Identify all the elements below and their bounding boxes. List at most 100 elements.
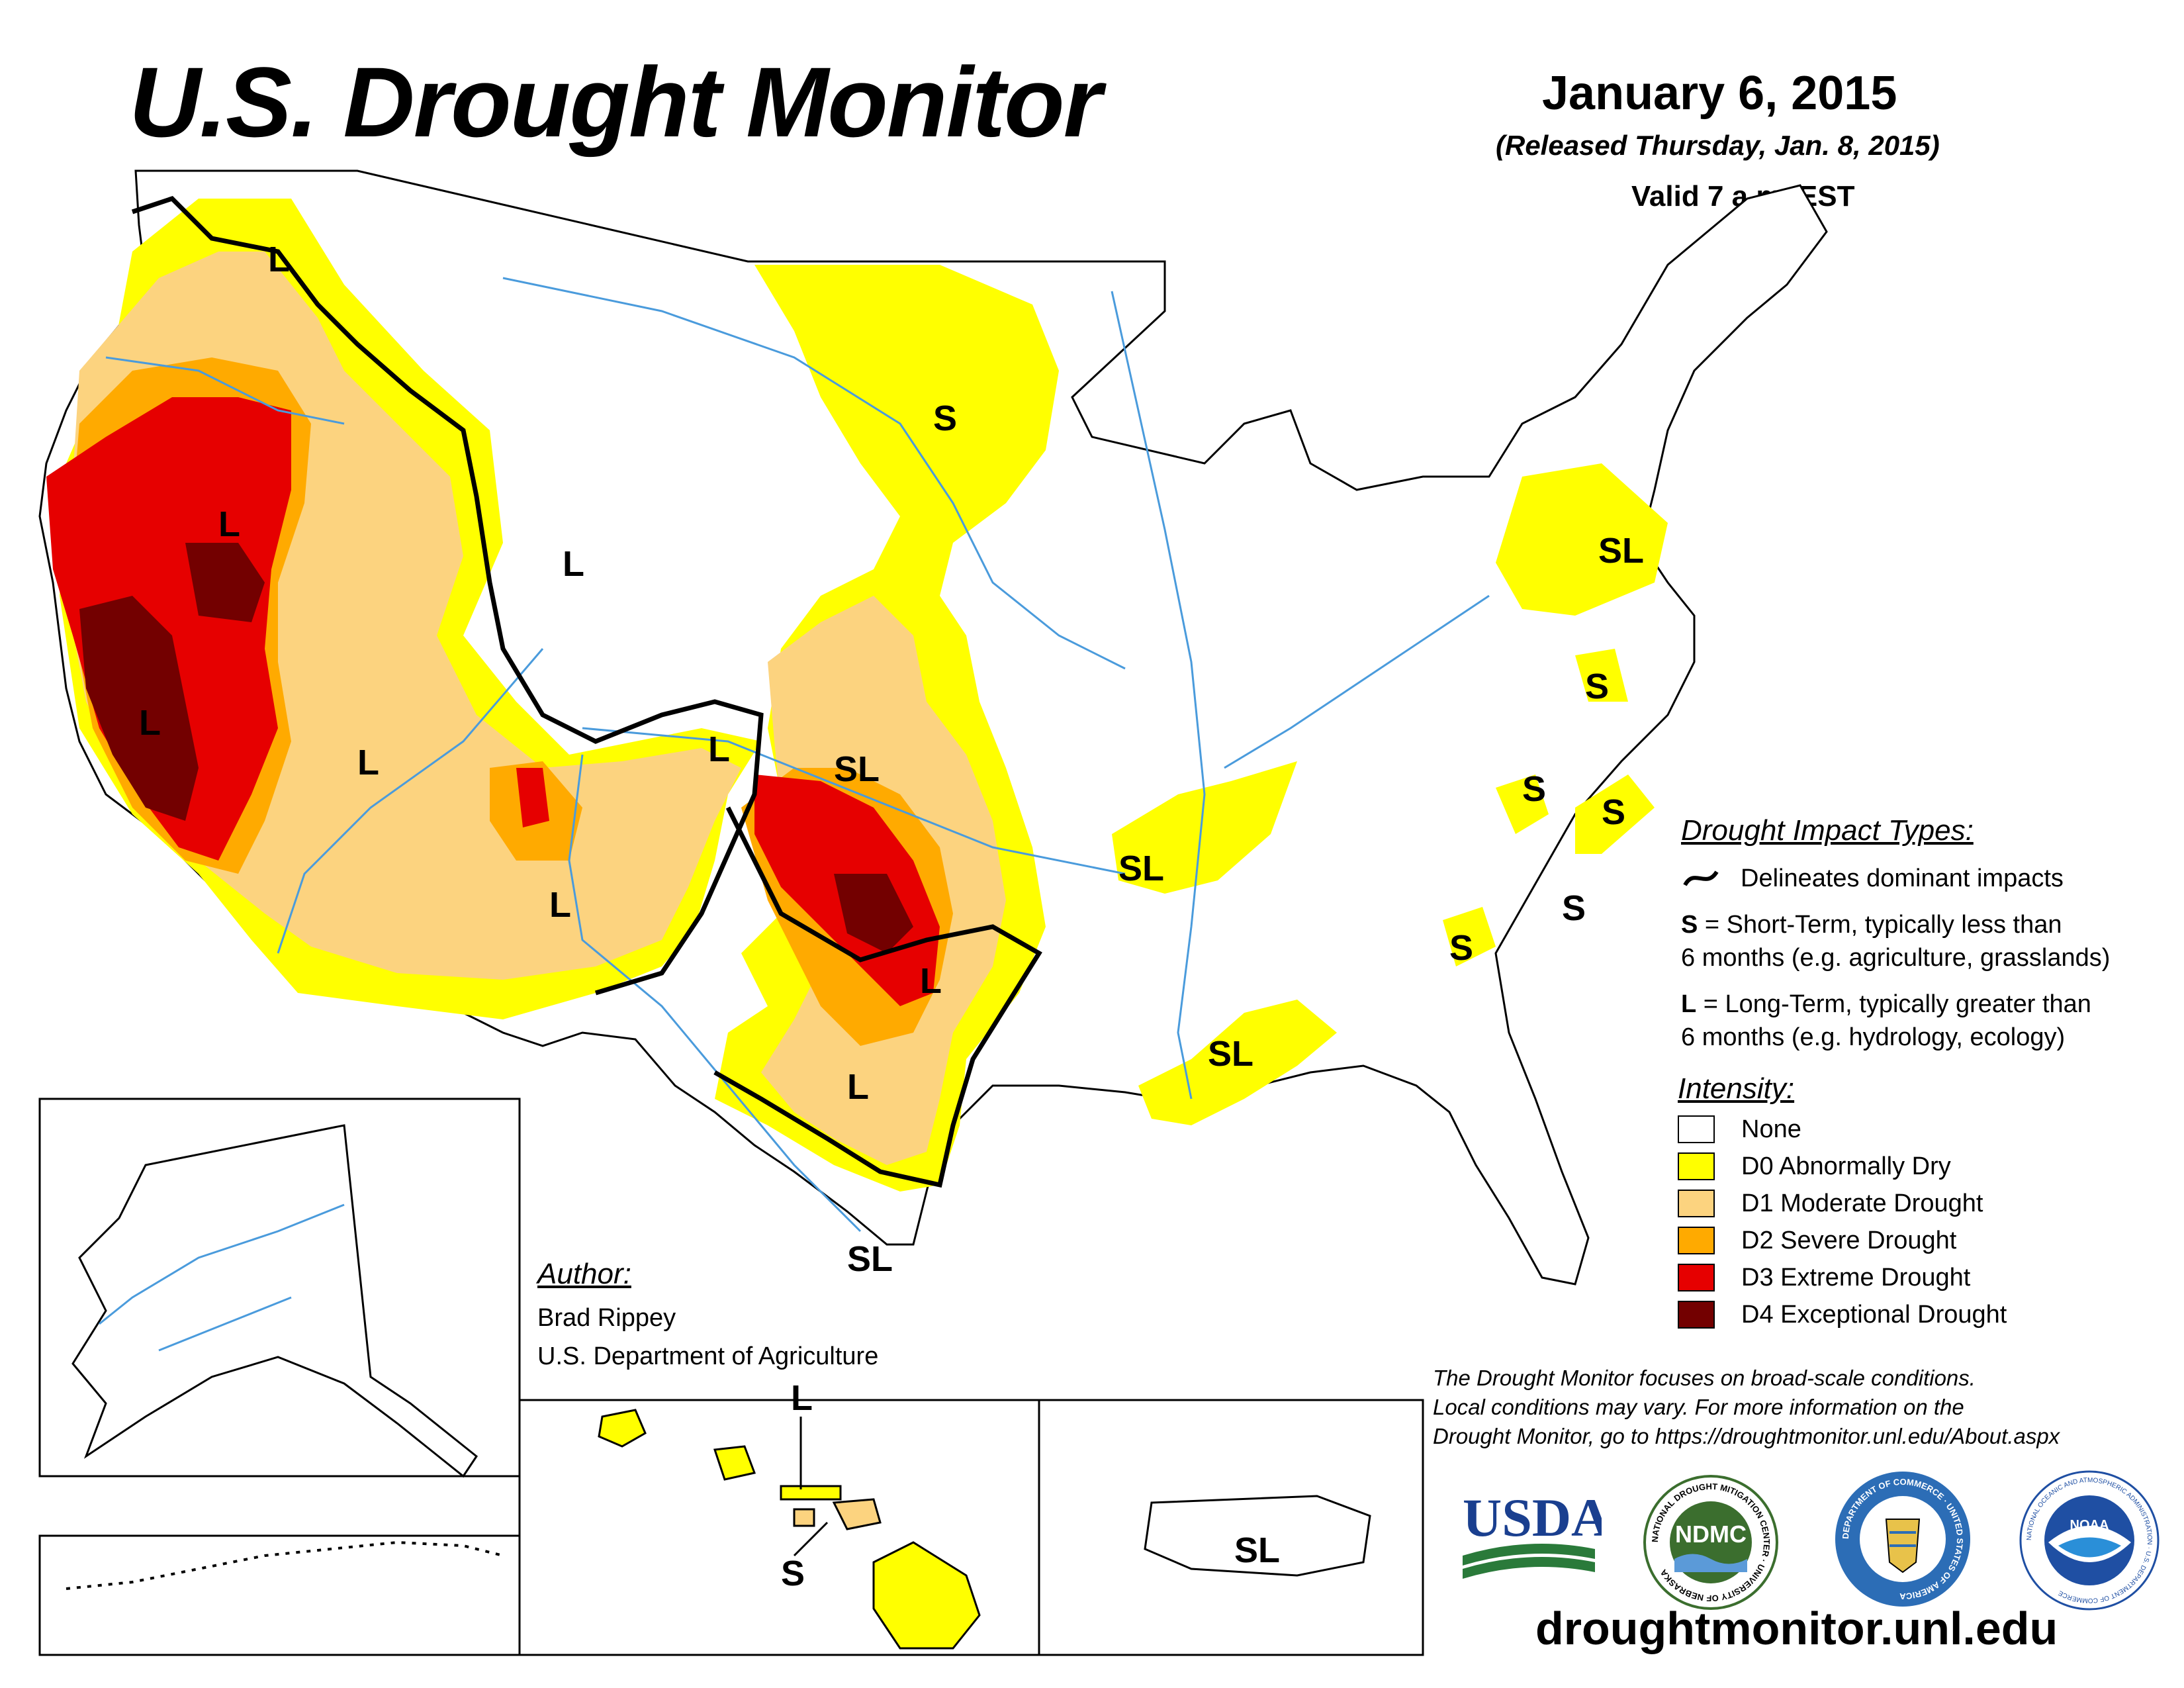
usda-logo[interactable]: USDA (1456, 1483, 1602, 1589)
d4-california (79, 596, 199, 821)
intensity-row: D2 Severe Drought (1678, 1222, 2007, 1259)
noaa-logo[interactable]: NATIONAL OCEANIC AND ATMOSPHERIC ADMINIS… (2019, 1470, 2161, 1612)
intensity-label: None (1741, 1115, 1801, 1143)
d3-california (46, 397, 291, 861)
label-sl-pennsylvania: SL (1598, 531, 1644, 571)
short-term-row: S = Short-Term, typically less than (1681, 908, 2184, 941)
label-l-california-north: L (218, 504, 240, 544)
impact-labels: L L L L L L L SL L L SL S SL SL SL S S S… (139, 240, 1644, 1593)
missouri-river (502, 277, 1126, 670)
intensity-swatch (1678, 1301, 1715, 1329)
d3-az-spot (516, 768, 549, 827)
d0-louisiana (1138, 1000, 1337, 1125)
columbia-river (105, 356, 345, 425)
label-s-minnesota: S (933, 399, 957, 438)
kuskokwim-river (158, 1296, 292, 1352)
d0-nc (1496, 774, 1655, 854)
intensity-label: D4 Exceptional Drought (1741, 1300, 2007, 1329)
author-organization: U.S. Department of Agriculture (537, 1342, 879, 1370)
label-sl-puerto-rico: SL (1234, 1530, 1280, 1570)
alaska-shape (71, 1124, 478, 1478)
intensity-label: D0 Abnormally Dry (1741, 1152, 1951, 1180)
disclaimer: The Drought Monitor focuses on broad-sca… (1433, 1364, 2174, 1451)
map-date: January 6, 2015 (1542, 67, 1897, 120)
intensity-swatch (1678, 1227, 1715, 1254)
rivers (105, 277, 1490, 1233)
yukon-river (99, 1203, 345, 1325)
label-l-utah: L (357, 743, 379, 782)
label-sl-kansas: SL (834, 749, 880, 789)
usda-logo-text: USDA (1463, 1487, 1602, 1548)
disclaimer-line-2: Local conditions may vary. For more info… (1433, 1395, 1964, 1419)
intensity-rows: None D0 Abnormally Dry D1 Moderate Drought… (1678, 1111, 2007, 1333)
long-term-text: = Long-Term, typically greater than (1703, 990, 2091, 1018)
label-s-nc-west: S (1522, 769, 1546, 809)
rio-grande (568, 754, 862, 1233)
long-term-text-2: 6 months (e.g. hydrology, ecology) (1681, 1023, 2066, 1051)
impact-line-plains (713, 806, 1042, 1188)
release-date: (Released Thursday, Jan. 8, 2015) (1496, 130, 1940, 161)
author-name: Brad Rippey (537, 1304, 676, 1332)
intensity-swatch (1678, 1152, 1715, 1180)
disclaimer-line-3: Drought Monitor, go to https://droughtmo… (1433, 1424, 2060, 1448)
alaska-rivers (99, 1203, 345, 1352)
label-l-arizona: L (549, 885, 571, 925)
intensity-swatch (1678, 1264, 1715, 1291)
commerce-logo[interactable]: DEPARTMENT OF COMMERCE · UNITED STATES O… (1833, 1470, 1972, 1609)
impact-line-icon (1683, 870, 1719, 886)
big-island (872, 1541, 981, 1650)
intensity-legend: Intensity: None D0 Abnormally Dry D1 Moder… (1678, 1072, 2007, 1333)
ohio-river (1224, 594, 1490, 769)
label-s-nc-east: S (1602, 792, 1625, 832)
author-heading: Author: (537, 1258, 631, 1290)
ndmc-logo[interactable]: NATIONAL DROUGHT MITIGATION CENTER · UNI… (1641, 1473, 1780, 1612)
website-link[interactable]: droughtmonitor.unl.edu (1535, 1603, 2058, 1654)
d4-nevada (185, 543, 265, 622)
label-l-oregon: L (268, 240, 290, 279)
intensity-heading: Intensity: (1678, 1072, 1795, 1105)
intensity-row: D0 Abnormally Dry (1678, 1148, 2007, 1185)
short-term-text-2: 6 months (e.g. agriculture, grasslands) (1681, 944, 2111, 972)
short-term-key: S (1681, 911, 1698, 939)
label-l-california-central: L (139, 703, 161, 743)
impact-types-heading: Drought Impact Types: (1681, 814, 1974, 847)
label-l-colorado: L (708, 729, 730, 769)
label-l-hawaii: L (791, 1378, 813, 1418)
label-l-idaho: L (563, 544, 584, 584)
label-sl-louisiana: SL (1208, 1034, 1253, 1074)
d0-ga (1443, 907, 1496, 966)
map-title: U.S. Drought Monitor (129, 46, 1102, 158)
intensity-row: D4 Exceptional Drought (1678, 1296, 2007, 1333)
molokai (780, 1485, 842, 1501)
hawaii-s-pointer (793, 1521, 829, 1557)
label-s-sc: S (1562, 888, 1586, 928)
intensity-swatch (1678, 1115, 1715, 1143)
label-s-virginia: S (1585, 667, 1609, 706)
kauai (598, 1409, 647, 1448)
maui (832, 1498, 882, 1530)
short-term-text: = Short-Term, typically less than (1704, 911, 2062, 939)
d0-arkansas (1112, 761, 1297, 894)
d4-oklahoma (834, 874, 913, 953)
label-s-georgia: S (1449, 928, 1473, 968)
arkansas-river (582, 727, 1126, 875)
intensity-label: D2 Severe Drought (1741, 1226, 1957, 1254)
d0-ne (1496, 463, 1668, 616)
label-sl-arkansas: SL (1118, 849, 1164, 888)
disclaimer-line-1: The Drought Monitor focuses on broad-sca… (1433, 1366, 1976, 1390)
ndmc-logo-text: NDMC (1675, 1521, 1747, 1548)
intensity-label: D3 Extreme Drought (1741, 1263, 1971, 1291)
intensity-row: None (1678, 1111, 2007, 1148)
oahu (713, 1445, 756, 1481)
mississippi-river (1111, 291, 1206, 1100)
intensity-row: D1 Moderate Drought (1678, 1185, 2007, 1222)
label-s-hawaii: S (781, 1554, 805, 1593)
impact-types-legend: Drought Impact Types: Delineates dominan… (1681, 814, 2184, 1054)
delineates-text: Delineates dominant impacts (1741, 865, 2064, 892)
intensity-swatch (1678, 1190, 1715, 1217)
hawaii-islands (598, 1409, 981, 1650)
long-term-row: L = Long-Term, typically greater than (1681, 988, 2184, 1021)
d4-regions (79, 543, 913, 953)
alaska-aleutian-inset (38, 1534, 521, 1656)
